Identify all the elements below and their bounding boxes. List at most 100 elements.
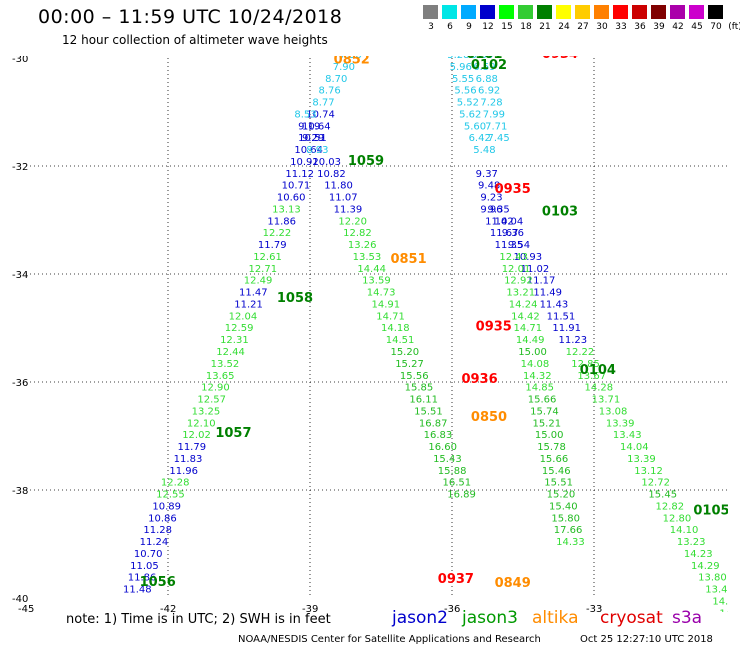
color-swatch — [594, 5, 609, 19]
swh-value: 12.57 — [197, 395, 226, 406]
color-scale-label: 36 — [634, 22, 646, 32]
swh-value: 14.51 — [386, 335, 415, 346]
swh-value: 10.86 — [148, 513, 177, 524]
swh-value: 11.17 — [527, 276, 556, 287]
swh-value: 12.82 — [343, 228, 372, 239]
swh-value: 7.71 — [485, 121, 507, 132]
swh-value: 13.67 — [577, 371, 606, 382]
swh-value: 15.78 — [537, 442, 566, 453]
swh-value: 15.66 — [528, 395, 557, 406]
color-scale-label: 9 — [466, 22, 472, 32]
swh-value: 10.89 — [152, 501, 181, 512]
color-swatch — [518, 5, 533, 19]
pass-time-label: 0102 — [471, 58, 507, 73]
swh-value: 9.29 — [302, 133, 324, 144]
swh-value: 11.86 — [128, 573, 157, 584]
swh-value: 11.49 — [533, 288, 562, 299]
swh-value: 14.42 — [511, 311, 540, 322]
swh-value: 13.26 — [348, 240, 377, 251]
swh-value: 12.61 — [253, 252, 282, 263]
pass-time-label: 0852 — [334, 56, 370, 67]
swh-value: 8.70 — [325, 74, 347, 85]
pass-time-label: 0851 — [390, 252, 426, 267]
swh-value: 13.12 — [634, 466, 663, 477]
swh-value: 10.92 — [290, 157, 319, 168]
swh-value: 9.23 — [480, 193, 502, 204]
swh-value: 13.21 — [506, 288, 535, 299]
footer-note: note: 1) Time is in UTC; 2) SWH is in fe… — [66, 612, 331, 627]
swh-value: 8.53 — [294, 109, 316, 120]
swh-value: 7.99 — [483, 109, 505, 120]
swh-value: 14.71 — [376, 311, 405, 322]
swh-value: 12.01 — [502, 264, 531, 275]
swh-value: 12.31 — [220, 335, 249, 346]
swh-value: 11.23 — [559, 335, 588, 346]
legend-jason2: jason2 — [392, 608, 448, 628]
swh-value: 15.51 — [544, 478, 573, 489]
pass-time-label: 1059 — [348, 154, 384, 169]
color-scale-label: 30 — [596, 22, 608, 32]
color-scale-label: 42 — [672, 22, 684, 32]
color-scale-label: 45 — [691, 22, 703, 32]
swh-value: 15.20 — [547, 490, 576, 501]
swh-value: 6.59 — [473, 62, 495, 73]
swh-value: 16.83 — [424, 430, 453, 441]
swh-value: 11.79 — [177, 442, 206, 453]
pass-time-label: 0849 — [495, 576, 531, 591]
swh-value: 16.89 — [447, 490, 476, 501]
lat-tick-label: -38 — [12, 486, 28, 497]
swh-value: 9.19 — [298, 121, 320, 132]
swh-value: 14.08 — [521, 359, 550, 370]
color-scale-label: 18 — [520, 22, 532, 32]
swh-value: 13.13 — [272, 204, 301, 215]
swh-value: 11.48 — [123, 585, 152, 596]
swh-value: 16.11 — [409, 395, 438, 406]
swh-value: 14.18 — [381, 323, 410, 334]
swh-value: 15.21 — [532, 418, 561, 429]
swh-value: 11.28 — [143, 525, 172, 536]
swh-value: 5.56 — [454, 86, 476, 97]
swh-value: 12.90 — [201, 383, 230, 394]
page-subtitle: 12 hour collection of altimeter wave hei… — [62, 33, 328, 47]
legend-jason3: jason3 — [462, 608, 518, 628]
swh-value: 8.76 — [319, 86, 341, 97]
color-scale-label: 27 — [577, 22, 589, 32]
swh-value: 17.66 — [554, 525, 583, 536]
swh-value: 11.47 — [239, 288, 268, 299]
color-swatch — [689, 5, 704, 19]
swh-value: 12.22 — [566, 347, 595, 358]
swh-value: 14.49 — [516, 335, 545, 346]
swh-value: 16.51 — [443, 478, 472, 489]
swh-value: 13.59 — [362, 276, 391, 287]
swh-value: 9.35 — [488, 204, 510, 215]
color-scale-label: 70 — [710, 22, 722, 32]
swh-value: 10.64 — [294, 145, 323, 156]
swh-value: 10.64 — [302, 121, 331, 132]
pass-time-label: 0850 — [471, 410, 507, 425]
color-scale-label: 3 — [428, 22, 434, 32]
swh-value: 15.74 — [530, 406, 559, 417]
pass-time-label: 0935 — [495, 182, 531, 197]
lon-tick-label: -36 — [444, 604, 460, 612]
lon-tick-label: -42 — [160, 604, 176, 612]
legend-altika: altika — [532, 608, 579, 628]
swh-value: 10.51 — [298, 133, 327, 144]
swh-value: 12.72 — [641, 478, 670, 489]
color-scale-label: 6 — [447, 22, 453, 32]
swh-value: 13.39 — [627, 454, 656, 465]
swh-value: 12.04 — [229, 311, 258, 322]
page-title: 00:00 – 11:59 UTC 10/24/2018 — [38, 6, 343, 28]
lon-tick-label: -39 — [302, 604, 318, 612]
pass-time-label: 0935 — [476, 320, 512, 335]
legend-s3a: s3a — [672, 608, 703, 628]
pass-time-label: 1056 — [140, 575, 176, 590]
swh-value: 15.66 — [540, 454, 569, 465]
swh-value: 7.45 — [488, 133, 510, 144]
swh-value: 12.28 — [161, 478, 190, 489]
swh-value: 15.80 — [551, 513, 580, 524]
pass-time-label: 0936 — [461, 372, 497, 387]
swh-value: 14.85 — [525, 383, 554, 394]
swh-value: 5.55 — [452, 74, 474, 85]
swh-value: 5.62 — [459, 109, 481, 120]
swh-value: 14.33 — [556, 537, 585, 548]
